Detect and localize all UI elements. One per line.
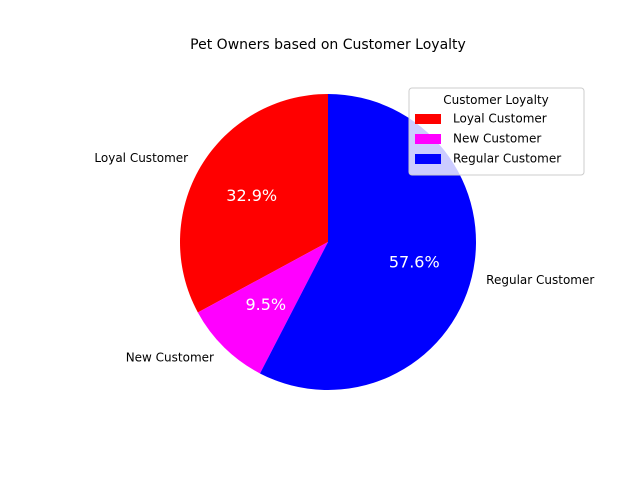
category-labels: Loyal Customer New Customer Regular Custom…	[94, 151, 594, 365]
legend-swatch-new-customer	[415, 134, 441, 144]
legend-label-regular-customer: Regular Customer	[453, 152, 561, 166]
category-label-regular-customer: Regular Customer	[486, 273, 594, 287]
percent-label-loyal-customer: 32.9%	[226, 186, 277, 205]
percent-labels: 32.9% 9.5% 57.6%	[226, 186, 439, 314]
category-label-loyal-customer: Loyal Customer	[94, 151, 188, 165]
legend-frame	[408, 87, 585, 176]
legend-title: Customer Loyalty	[443, 93, 549, 107]
legend-swatch-loyal-customer	[415, 114, 441, 124]
legend: Customer Loyalty Loyal Customer New Custo…	[408, 87, 585, 176]
pie-slice-loyal-customer	[179, 94, 328, 313]
legend-label-new-customer: New Customer	[453, 132, 541, 146]
legend-swatch-regular-customer	[415, 154, 441, 164]
percent-label-new-customer: 9.5%	[245, 295, 286, 314]
category-label-new-customer: New Customer	[126, 351, 214, 365]
legend-label-loyal-customer: Loyal Customer	[453, 112, 547, 126]
pie-slice-new-customer	[197, 242, 328, 374]
legend-entries: Loyal Customer New Customer Regular Custom…	[415, 112, 561, 166]
chart-title: Pet Owners based on Customer Loyalty	[190, 37, 466, 53]
percent-label-regular-customer: 57.6%	[389, 253, 440, 272]
